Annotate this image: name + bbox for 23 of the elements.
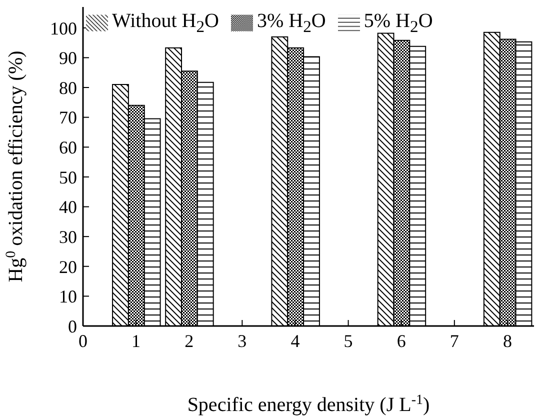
legend-label: 5% H$_{2}$O	[364, 10, 433, 36]
x-tick-label: 5	[344, 330, 353, 351]
y-tick-label: 10	[59, 286, 77, 307]
legend-label: 3% H$_{2}$O	[256, 10, 326, 36]
y-tick-label: 90	[59, 48, 77, 68]
legend-label: Without H$_{2}$O	[112, 10, 219, 36]
y-tick-label: 20	[59, 256, 77, 277]
x-tick-label: 3	[238, 330, 247, 351]
y-tick-label: 30	[59, 226, 77, 247]
y-tick-label: 80	[59, 78, 77, 98]
x-tick-label: 6	[396, 330, 406, 351]
y-tick-label: 70	[59, 108, 77, 128]
y-tick-label: 100	[50, 18, 77, 38]
x-axis-title: Specific energy density (J L$^{-1}$)	[187, 392, 430, 416]
x-tick-label: 1	[132, 330, 141, 351]
x-tick-label: 7	[450, 330, 459, 351]
x-tick-label: 2	[184, 330, 194, 351]
y-tick-label: 40	[59, 197, 77, 218]
x-tick-label: 4	[290, 330, 300, 351]
y-tick-label: 60	[59, 138, 77, 158]
y-tick-label: 50	[59, 167, 77, 188]
x-tick-label: 8	[502, 330, 512, 351]
y-tick-label: 0	[68, 316, 77, 336]
